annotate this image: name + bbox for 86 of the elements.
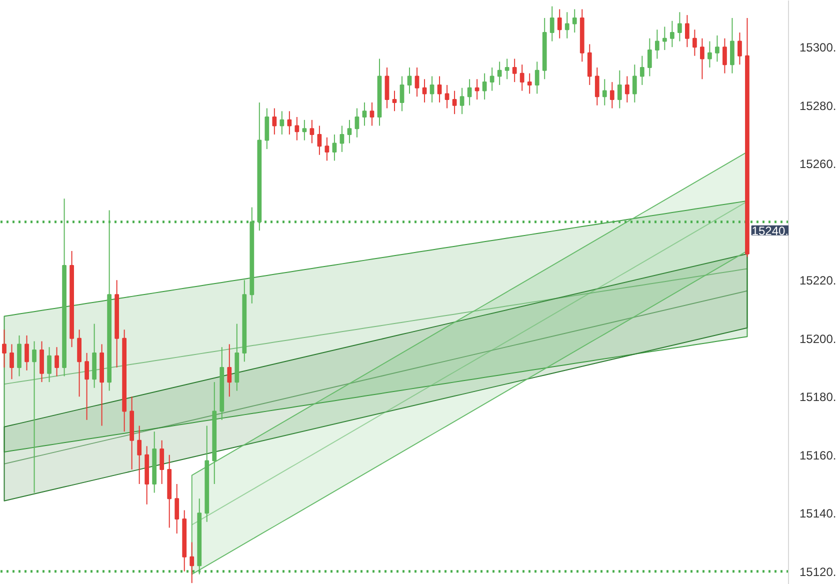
candlestick bbox=[534, 61, 540, 94]
candlestick bbox=[550, 6, 554, 42]
y-tick-label: 15260. bbox=[800, 157, 836, 172]
candlestick bbox=[738, 32, 742, 66]
candlestick bbox=[32, 340, 36, 494]
candlestick bbox=[632, 64, 637, 103]
candlestick bbox=[715, 34, 720, 62]
candlestick bbox=[287, 110, 292, 135]
candlestick bbox=[422, 78, 427, 103]
y-tick-label: 15120. bbox=[800, 564, 836, 579]
ref-line-label: 15240. bbox=[752, 224, 788, 238]
candlestick bbox=[594, 66, 600, 106]
candlestick bbox=[482, 72, 487, 100]
candlestick bbox=[662, 26, 667, 51]
y-tick-label: 15200. bbox=[800, 332, 836, 346]
candlestick bbox=[692, 29, 697, 56]
candlestick bbox=[527, 72, 532, 94]
candlestick bbox=[708, 40, 712, 68]
candlestick bbox=[294, 116, 300, 141]
candlestick bbox=[310, 119, 314, 144]
candlestick bbox=[24, 334, 29, 371]
candlestick bbox=[354, 108, 360, 138]
candlestick bbox=[10, 344, 14, 380]
candlestick bbox=[392, 90, 397, 112]
candlestick bbox=[414, 66, 420, 98]
candlestick bbox=[400, 76, 404, 112]
candlestick bbox=[137, 425, 142, 485]
candlestick bbox=[670, 20, 674, 48]
candlestick bbox=[490, 66, 494, 92]
candlestick bbox=[722, 38, 727, 74]
candlestick bbox=[174, 484, 180, 534]
candlestick bbox=[587, 44, 592, 86]
candlestick bbox=[384, 66, 390, 109]
candlestick bbox=[347, 119, 352, 144]
candlestick bbox=[452, 90, 457, 115]
y-tick-label: 15180. bbox=[800, 390, 836, 404]
candlestick bbox=[467, 78, 472, 106]
candlestick bbox=[624, 76, 630, 103]
candlestick bbox=[564, 12, 570, 39]
candlestick bbox=[610, 82, 614, 109]
candlestick bbox=[227, 344, 232, 398]
candlestick bbox=[160, 440, 164, 485]
candlestick bbox=[332, 134, 337, 162]
candlestick bbox=[684, 14, 690, 48]
candlestick bbox=[640, 55, 644, 86]
candlestick bbox=[370, 102, 374, 126]
candlestick bbox=[572, 8, 577, 34]
candlestick bbox=[602, 78, 607, 106]
candlestick bbox=[430, 76, 434, 103]
candlestick bbox=[512, 58, 517, 83]
candlestick bbox=[504, 58, 510, 80]
y-tick-label: 15300. bbox=[800, 40, 836, 55]
candlestick bbox=[324, 136, 330, 162]
candlestick bbox=[362, 102, 367, 126]
y-tick-label: 15220. bbox=[800, 274, 836, 288]
candlestick bbox=[407, 66, 412, 94]
candlestick bbox=[557, 8, 562, 39]
candlestick bbox=[264, 108, 270, 150]
candlestick bbox=[40, 340, 44, 383]
y-tick-label: 15160. bbox=[800, 448, 836, 462]
candlestick bbox=[460, 87, 464, 115]
candlestick bbox=[654, 29, 660, 60]
candlestick bbox=[474, 78, 480, 100]
candlestick bbox=[77, 329, 82, 398]
candlestick bbox=[190, 542, 194, 584]
y-tick-label: 15140. bbox=[800, 506, 836, 521]
candlestick bbox=[647, 38, 652, 77]
candlestick bbox=[17, 334, 22, 377]
candlestick bbox=[272, 108, 277, 135]
candlestick bbox=[700, 38, 704, 80]
candlestick bbox=[47, 346, 52, 383]
candlestick bbox=[617, 70, 622, 109]
candlestick bbox=[317, 125, 322, 156]
candlestick bbox=[340, 125, 344, 152]
candlestick bbox=[677, 12, 682, 42]
candlestick bbox=[280, 110, 284, 135]
candlestick bbox=[302, 119, 307, 141]
y-tick-label: 15280. bbox=[800, 98, 836, 113]
candlestick bbox=[54, 346, 59, 377]
candlestick bbox=[497, 61, 502, 86]
candlestick bbox=[84, 352, 89, 420]
candlestick bbox=[730, 17, 734, 74]
candlestick bbox=[444, 84, 450, 109]
candlestick bbox=[520, 64, 524, 92]
candlestick bbox=[437, 76, 442, 103]
candlestick bbox=[2, 329, 6, 368]
